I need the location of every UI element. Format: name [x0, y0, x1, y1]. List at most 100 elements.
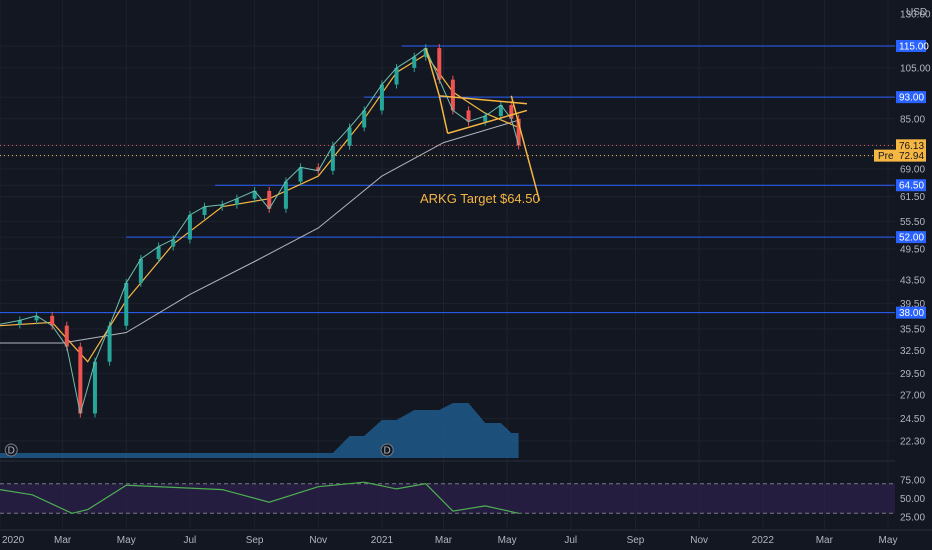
- target-arrow[interactable]: [510, 95, 541, 201]
- price-tick-label: 29.50: [900, 369, 925, 380]
- price-tick-label: 55.50: [900, 217, 925, 228]
- level-tag: [896, 91, 926, 104]
- pre-badge: [874, 149, 896, 162]
- candle-body: [187, 215, 192, 240]
- price-tick-label: 43.50: [900, 276, 925, 287]
- triangle-lower[interactable]: [447, 109, 528, 135]
- currency-label: USD: [906, 7, 927, 18]
- time-tick-label: May: [498, 535, 517, 546]
- last-price-label: 76.13: [899, 141, 924, 152]
- dividend-marker-label: D: [8, 446, 15, 457]
- time-tick-label: Sep: [246, 535, 264, 546]
- candle-body: [283, 181, 288, 209]
- close-line: [0, 47, 520, 414]
- price-tick-label: 39.50: [900, 299, 925, 310]
- candle-body: [509, 105, 514, 119]
- candle-body: [220, 204, 225, 207]
- price-tick-label: 27.00: [900, 390, 925, 401]
- level-tag-label: 52.00: [899, 233, 924, 244]
- price-tick-label: 24.50: [900, 414, 925, 425]
- level-tag: [896, 40, 926, 52]
- candle-body: [412, 56, 417, 68]
- time-tick-label: Nov: [309, 535, 327, 546]
- level-tag-label: 64.50: [899, 181, 924, 192]
- level-tag: [896, 231, 926, 244]
- pre-price-label: 72.94: [899, 151, 924, 162]
- time-tick-label: 2022: [752, 535, 775, 546]
- time-tick-label: Nov: [690, 535, 708, 546]
- candle-body: [267, 190, 272, 209]
- dividend-marker[interactable]: [380, 443, 394, 457]
- time-tick-label: 2021: [371, 535, 394, 546]
- time-tick-label: Jul: [564, 535, 577, 546]
- price-tick-label: 32.50: [900, 346, 925, 357]
- pole-line[interactable]: [425, 47, 441, 97]
- time-tick-label: Sep: [627, 535, 645, 546]
- candle-body: [156, 246, 161, 259]
- price-tick-label: 130.00: [900, 10, 931, 21]
- time-tick-label: May: [117, 535, 136, 546]
- price-tick-label: 69.00: [900, 165, 925, 176]
- ema-line: [0, 53, 519, 363]
- level-tag-label: 115.00: [899, 42, 929, 53]
- level-tag-label: 93.00: [899, 93, 924, 104]
- candle-body: [202, 206, 207, 216]
- candle-body: [498, 105, 503, 116]
- rsi-line: [0, 481, 519, 514]
- time-tick-label: Mar: [435, 535, 453, 546]
- candle-body: [92, 361, 97, 414]
- candle-body: [252, 190, 257, 199]
- time-tick-label: Mar: [816, 535, 834, 546]
- candle-body: [17, 320, 22, 325]
- candle-body: [64, 325, 69, 347]
- candle-body: [423, 48, 428, 57]
- candle-body: [483, 115, 488, 122]
- time-axis[interactable]: 2020 Mar May Jul Sep Nov 2021 Mar May Jul Sep Nov 20…: [0, 529, 932, 546]
- candle-body: [171, 239, 176, 247]
- price-axis[interactable]: 130.00 115.00 105.00 93.00 85.00 76.13 Pre 72.9…: [874, 10, 931, 524]
- rsi-series: [0, 481, 519, 514]
- candle-body: [347, 127, 352, 146]
- sma-slow-line: [0, 119, 519, 344]
- dividend-marker[interactable]: [4, 443, 18, 457]
- rsi-band: [0, 460, 895, 514]
- candle-body: [516, 118, 521, 146]
- candle-body: [362, 110, 367, 128]
- rsi-tick-label: 75.00: [900, 476, 925, 487]
- time-tick-label: May: [879, 535, 898, 546]
- candle-body: [450, 79, 455, 111]
- price-tick-label: 61.50: [900, 192, 925, 203]
- candle-body: [138, 258, 143, 283]
- price-tick-label: 105.00: [900, 63, 931, 74]
- price-tick-label: 49.50: [900, 244, 925, 255]
- triangle-pattern: [425, 47, 541, 201]
- price-tick-label: 85.00: [900, 114, 925, 125]
- time-tick-label: 2020: [2, 535, 25, 546]
- candle-body: [466, 110, 471, 122]
- candle-body: [124, 282, 129, 326]
- candle-body: [78, 346, 83, 414]
- candle-body: [298, 167, 303, 182]
- candle-body: [316, 167, 321, 171]
- triangle-left[interactable]: [438, 95, 449, 134]
- rsi-band-fill: [0, 483, 895, 514]
- candle-body: [234, 198, 239, 205]
- price-tick-label: 35.50: [900, 325, 925, 336]
- level-tag: [896, 306, 926, 319]
- target-annotation: ARKG Target $64.50: [420, 191, 540, 206]
- candle-body: [394, 67, 399, 85]
- last-price-tag: [896, 139, 926, 152]
- candle-body: [34, 315, 39, 321]
- price-tick-label: 22.30: [900, 437, 925, 448]
- candle-body: [50, 315, 55, 326]
- dividend-marker-label: D: [384, 446, 391, 457]
- rsi-tick-label: 25.00: [900, 513, 925, 524]
- time-tick-label: Mar: [54, 535, 72, 546]
- pre-price-tag: [896, 149, 926, 162]
- time-tick-label: Jul: [184, 535, 197, 546]
- rsi-tick-label: 50.00: [900, 494, 925, 505]
- candle-body: [379, 84, 384, 111]
